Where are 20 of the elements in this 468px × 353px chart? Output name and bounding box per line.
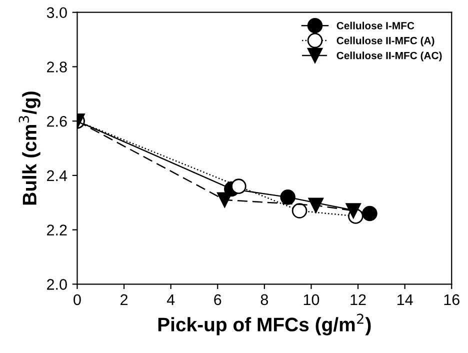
y-tick-label: 2.2 bbox=[47, 224, 67, 236]
legend-label: Cellulose I-MFC bbox=[336, 22, 414, 30]
y-tick-label: 2.6 bbox=[47, 116, 67, 127]
x-tick-label: 4 bbox=[166, 294, 175, 305]
x-tick-label: 6 bbox=[214, 294, 222, 306]
y-tick-label: 3.0 bbox=[46, 7, 67, 18]
x-tick-label: 8 bbox=[260, 294, 268, 306]
y-tick-label: 2.0 bbox=[47, 279, 67, 290]
x-tick-label: 16 bbox=[444, 294, 460, 306]
legend-label: Cellulose II-MFC (A) bbox=[336, 36, 434, 46]
x-tick-label: 14 bbox=[397, 294, 413, 305]
y-tick-label: 2.8 bbox=[47, 62, 67, 72]
x-tick-label: 2 bbox=[120, 294, 128, 305]
x-tick-label: 0 bbox=[74, 294, 81, 306]
legend-label: Cellulose II-MFC (AC) bbox=[336, 52, 442, 62]
y-tick-label: 2.4 bbox=[47, 170, 68, 181]
y-axis-title: Bulk (cm$^{3}$/g) bbox=[18, 92, 40, 205]
x-tick-label: 12 bbox=[350, 294, 366, 305]
x-axis-title: Pick-up of MFCs (g/m$^{2}$) bbox=[158, 314, 371, 336]
x-tick-label: 10 bbox=[304, 294, 320, 306]
